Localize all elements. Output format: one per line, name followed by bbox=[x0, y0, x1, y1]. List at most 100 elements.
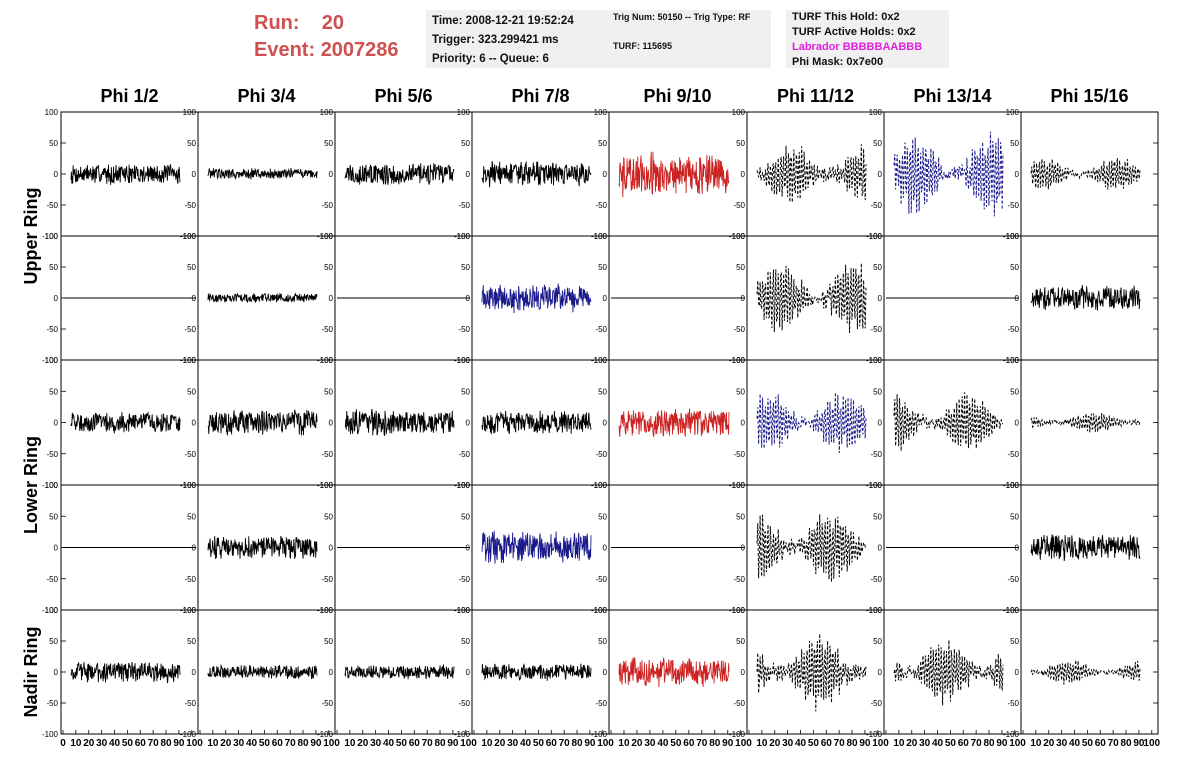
x-tick-label: 20 bbox=[1043, 738, 1055, 749]
column-header-3: Phi 5/6 bbox=[374, 86, 433, 106]
y-tick-label: -100 bbox=[729, 606, 746, 615]
y-tick-label: 0 bbox=[1015, 419, 1020, 428]
y-tick-label: 100 bbox=[320, 108, 334, 117]
y-tick-label: 50 bbox=[1010, 263, 1019, 272]
waveform-series bbox=[70, 661, 181, 684]
time-text: Time: 2008-12-21 19:52:24 bbox=[432, 15, 574, 27]
y-tick-label: 0 bbox=[603, 170, 608, 179]
x-tick-label: 0 bbox=[334, 738, 340, 749]
x-tick-label: 40 bbox=[1069, 738, 1081, 749]
x-tick-label: 10 bbox=[756, 738, 768, 749]
y-tick-label: 50 bbox=[49, 139, 58, 148]
y-tick-label: -100 bbox=[317, 232, 334, 241]
y-tick-label: 100 bbox=[45, 356, 59, 365]
run-label: Run: bbox=[254, 12, 300, 34]
x-tick-label: 10 bbox=[481, 738, 493, 749]
y-tick-label: -100 bbox=[591, 481, 608, 490]
y-tick-label: -50 bbox=[458, 325, 470, 334]
y-tick-label: -100 bbox=[591, 730, 608, 739]
x-tick-label: 70 bbox=[422, 738, 434, 749]
y-tick-label: 50 bbox=[873, 387, 882, 396]
x-tick-label: 10 bbox=[70, 738, 82, 749]
y-tick-label: -50 bbox=[184, 201, 196, 210]
trig-text: Trig Num: 50150 -- Trig Type: RF bbox=[613, 12, 751, 22]
x-tick-label: 30 bbox=[233, 738, 245, 749]
y-tick-label: -50 bbox=[458, 201, 470, 210]
y-tick-label: 0 bbox=[466, 419, 471, 428]
x-tick-label: 90 bbox=[722, 738, 734, 749]
y-tick-label: -100 bbox=[42, 730, 59, 739]
y-tick-label: 0 bbox=[54, 668, 59, 677]
x-tick-label: 10 bbox=[872, 738, 884, 749]
waveform-series bbox=[1030, 157, 1141, 190]
y-tick-label: -50 bbox=[1007, 325, 1019, 334]
y-tick-label: -50 bbox=[321, 575, 333, 584]
y-tick-label: 0 bbox=[741, 170, 746, 179]
phi-mask-text: Phi Mask: 0x7e00 bbox=[792, 56, 884, 68]
y-tick-label: -100 bbox=[180, 606, 197, 615]
x-tick-label: 30 bbox=[370, 738, 382, 749]
y-tick-label: -50 bbox=[46, 575, 58, 584]
waveform-series bbox=[481, 410, 592, 435]
y-tick-label: 0 bbox=[741, 544, 746, 553]
x-tick-label: 0 bbox=[1020, 738, 1026, 749]
y-tick-label: 50 bbox=[598, 263, 607, 272]
y-tick-label: -50 bbox=[870, 201, 882, 210]
waveform-series bbox=[756, 263, 867, 334]
y-tick-label: 50 bbox=[461, 512, 470, 521]
run-value: 20 bbox=[321, 12, 345, 34]
y-tick-label: 0 bbox=[54, 419, 59, 428]
y-tick-label: 0 bbox=[192, 668, 197, 677]
x-tick-label: 80 bbox=[846, 738, 858, 749]
y-tick-label: -50 bbox=[184, 450, 196, 459]
panel-r5-c3 bbox=[334, 609, 473, 735]
y-tick-label: 50 bbox=[736, 512, 745, 521]
panel-r3-c1 bbox=[60, 359, 199, 486]
y-tick-label: -50 bbox=[46, 325, 58, 334]
y-tick-label: 50 bbox=[873, 637, 882, 646]
panel-r1-c2 bbox=[197, 111, 336, 237]
x-tick-label: 40 bbox=[520, 738, 532, 749]
y-tick-label: 100 bbox=[594, 481, 608, 490]
y-tick-label: 100 bbox=[732, 108, 746, 117]
panel-r4-c2 bbox=[197, 484, 336, 611]
x-tick-label: 70 bbox=[696, 738, 708, 749]
x-tick-label: 20 bbox=[494, 738, 506, 749]
y-tick-label: 0 bbox=[54, 170, 59, 179]
waveform-series bbox=[893, 639, 1004, 706]
x-tick-label: 80 bbox=[983, 738, 995, 749]
y-tick-label: 100 bbox=[457, 606, 471, 615]
y-tick-label: -100 bbox=[866, 356, 883, 365]
waveform-series bbox=[207, 292, 318, 304]
y-tick-label: -100 bbox=[42, 606, 59, 615]
y-tick-label: 0 bbox=[603, 419, 608, 428]
x-tick-label: 20 bbox=[83, 738, 95, 749]
x-tick-label: 30 bbox=[507, 738, 519, 749]
trigger-text: Trigger: 323.299421 ms bbox=[432, 34, 559, 46]
y-tick-label: 50 bbox=[1010, 387, 1019, 396]
waveform-series bbox=[756, 392, 867, 454]
panel-r5-c5 bbox=[608, 609, 748, 735]
x-tick-label: 90 bbox=[584, 738, 596, 749]
y-tick-label: -50 bbox=[733, 325, 745, 334]
x-tick-label: 90 bbox=[173, 738, 185, 749]
x-tick-label: 40 bbox=[109, 738, 121, 749]
panel-r5-c2 bbox=[197, 609, 336, 735]
y-tick-label: -100 bbox=[180, 356, 197, 365]
y-tick-label: -50 bbox=[733, 201, 745, 210]
y-tick-label: 50 bbox=[324, 512, 333, 521]
x-tick-label: 30 bbox=[644, 738, 656, 749]
y-tick-label: -50 bbox=[321, 699, 333, 708]
y-tick-label: -50 bbox=[458, 450, 470, 459]
y-tick-label: 100 bbox=[594, 108, 608, 117]
y-tick-label: 100 bbox=[457, 356, 471, 365]
column-header-2: Phi 3/4 bbox=[237, 86, 296, 106]
y-tick-label: 100 bbox=[732, 356, 746, 365]
y-tick-label: 50 bbox=[49, 637, 58, 646]
x-tick-label: 70 bbox=[834, 738, 846, 749]
y-tick-label: 0 bbox=[878, 419, 883, 428]
panel-r4-c4 bbox=[471, 484, 610, 611]
y-tick-label: -50 bbox=[595, 575, 607, 584]
x-tick-label: 30 bbox=[782, 738, 794, 749]
